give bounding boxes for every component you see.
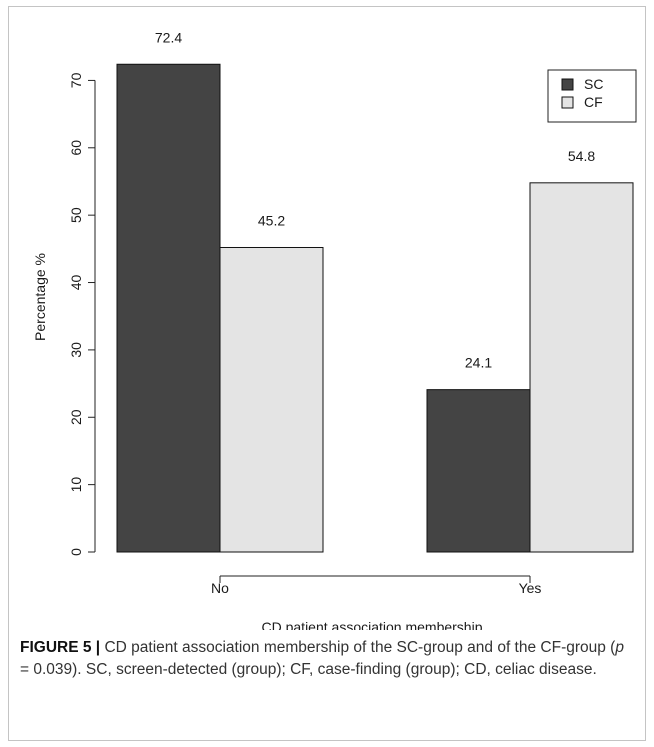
caption-text-2: = 0.039). SC, screen-detected (group); C… (20, 661, 597, 678)
bars (116, 63, 634, 553)
bar-value-label: 45.2 (258, 212, 285, 228)
x-axis-label: CD patient association membership (262, 619, 483, 630)
y-axis: 0 10 20 30 40 50 60 70 (68, 72, 96, 556)
caption-text-1: CD patient association membership of the… (100, 639, 616, 656)
y-axis-label: Percentage % (32, 253, 48, 341)
caption-label: FIGURE 5 | (20, 639, 101, 656)
bar-cf-no (219, 246, 324, 553)
bar-sc-yes (426, 389, 531, 553)
y-tick-label: 40 (68, 275, 84, 291)
bar-cf-yes (529, 182, 634, 553)
bar-value-label: 24.1 (465, 355, 492, 371)
bar-chart: 0 10 20 30 40 50 60 70 No Yes 72.4 45.2 24.1 54.8 S… (32, 29, 637, 630)
y-tick-label: 60 (68, 140, 84, 156)
legend-label-sc: SC (584, 76, 603, 92)
bar-value-label: 72.4 (155, 29, 182, 45)
y-tick-label: 30 (68, 342, 84, 358)
legend-swatch-sc (561, 78, 574, 91)
caption-p-symbol: p (615, 639, 624, 656)
legend: SC CF (547, 69, 637, 123)
bar-sc-no (116, 63, 221, 553)
x-tick-label: Yes (519, 580, 542, 596)
bar-value-labels: 72.4 45.2 24.1 54.8 (155, 29, 595, 370)
legend-swatch-cf (561, 96, 574, 109)
figure-caption: FIGURE 5 | CD patient association member… (20, 637, 632, 681)
legend-label-cf: CF (584, 94, 603, 110)
y-tick-label: 50 (68, 207, 84, 223)
y-tick-label: 20 (68, 409, 84, 425)
y-tick-label: 10 (68, 477, 84, 493)
x-axis: No Yes (211, 575, 542, 596)
x-tick-label: No (211, 580, 229, 596)
y-tick-label: 70 (68, 72, 84, 88)
y-tick-label: 0 (68, 548, 84, 556)
bar-value-label: 54.8 (568, 148, 595, 164)
